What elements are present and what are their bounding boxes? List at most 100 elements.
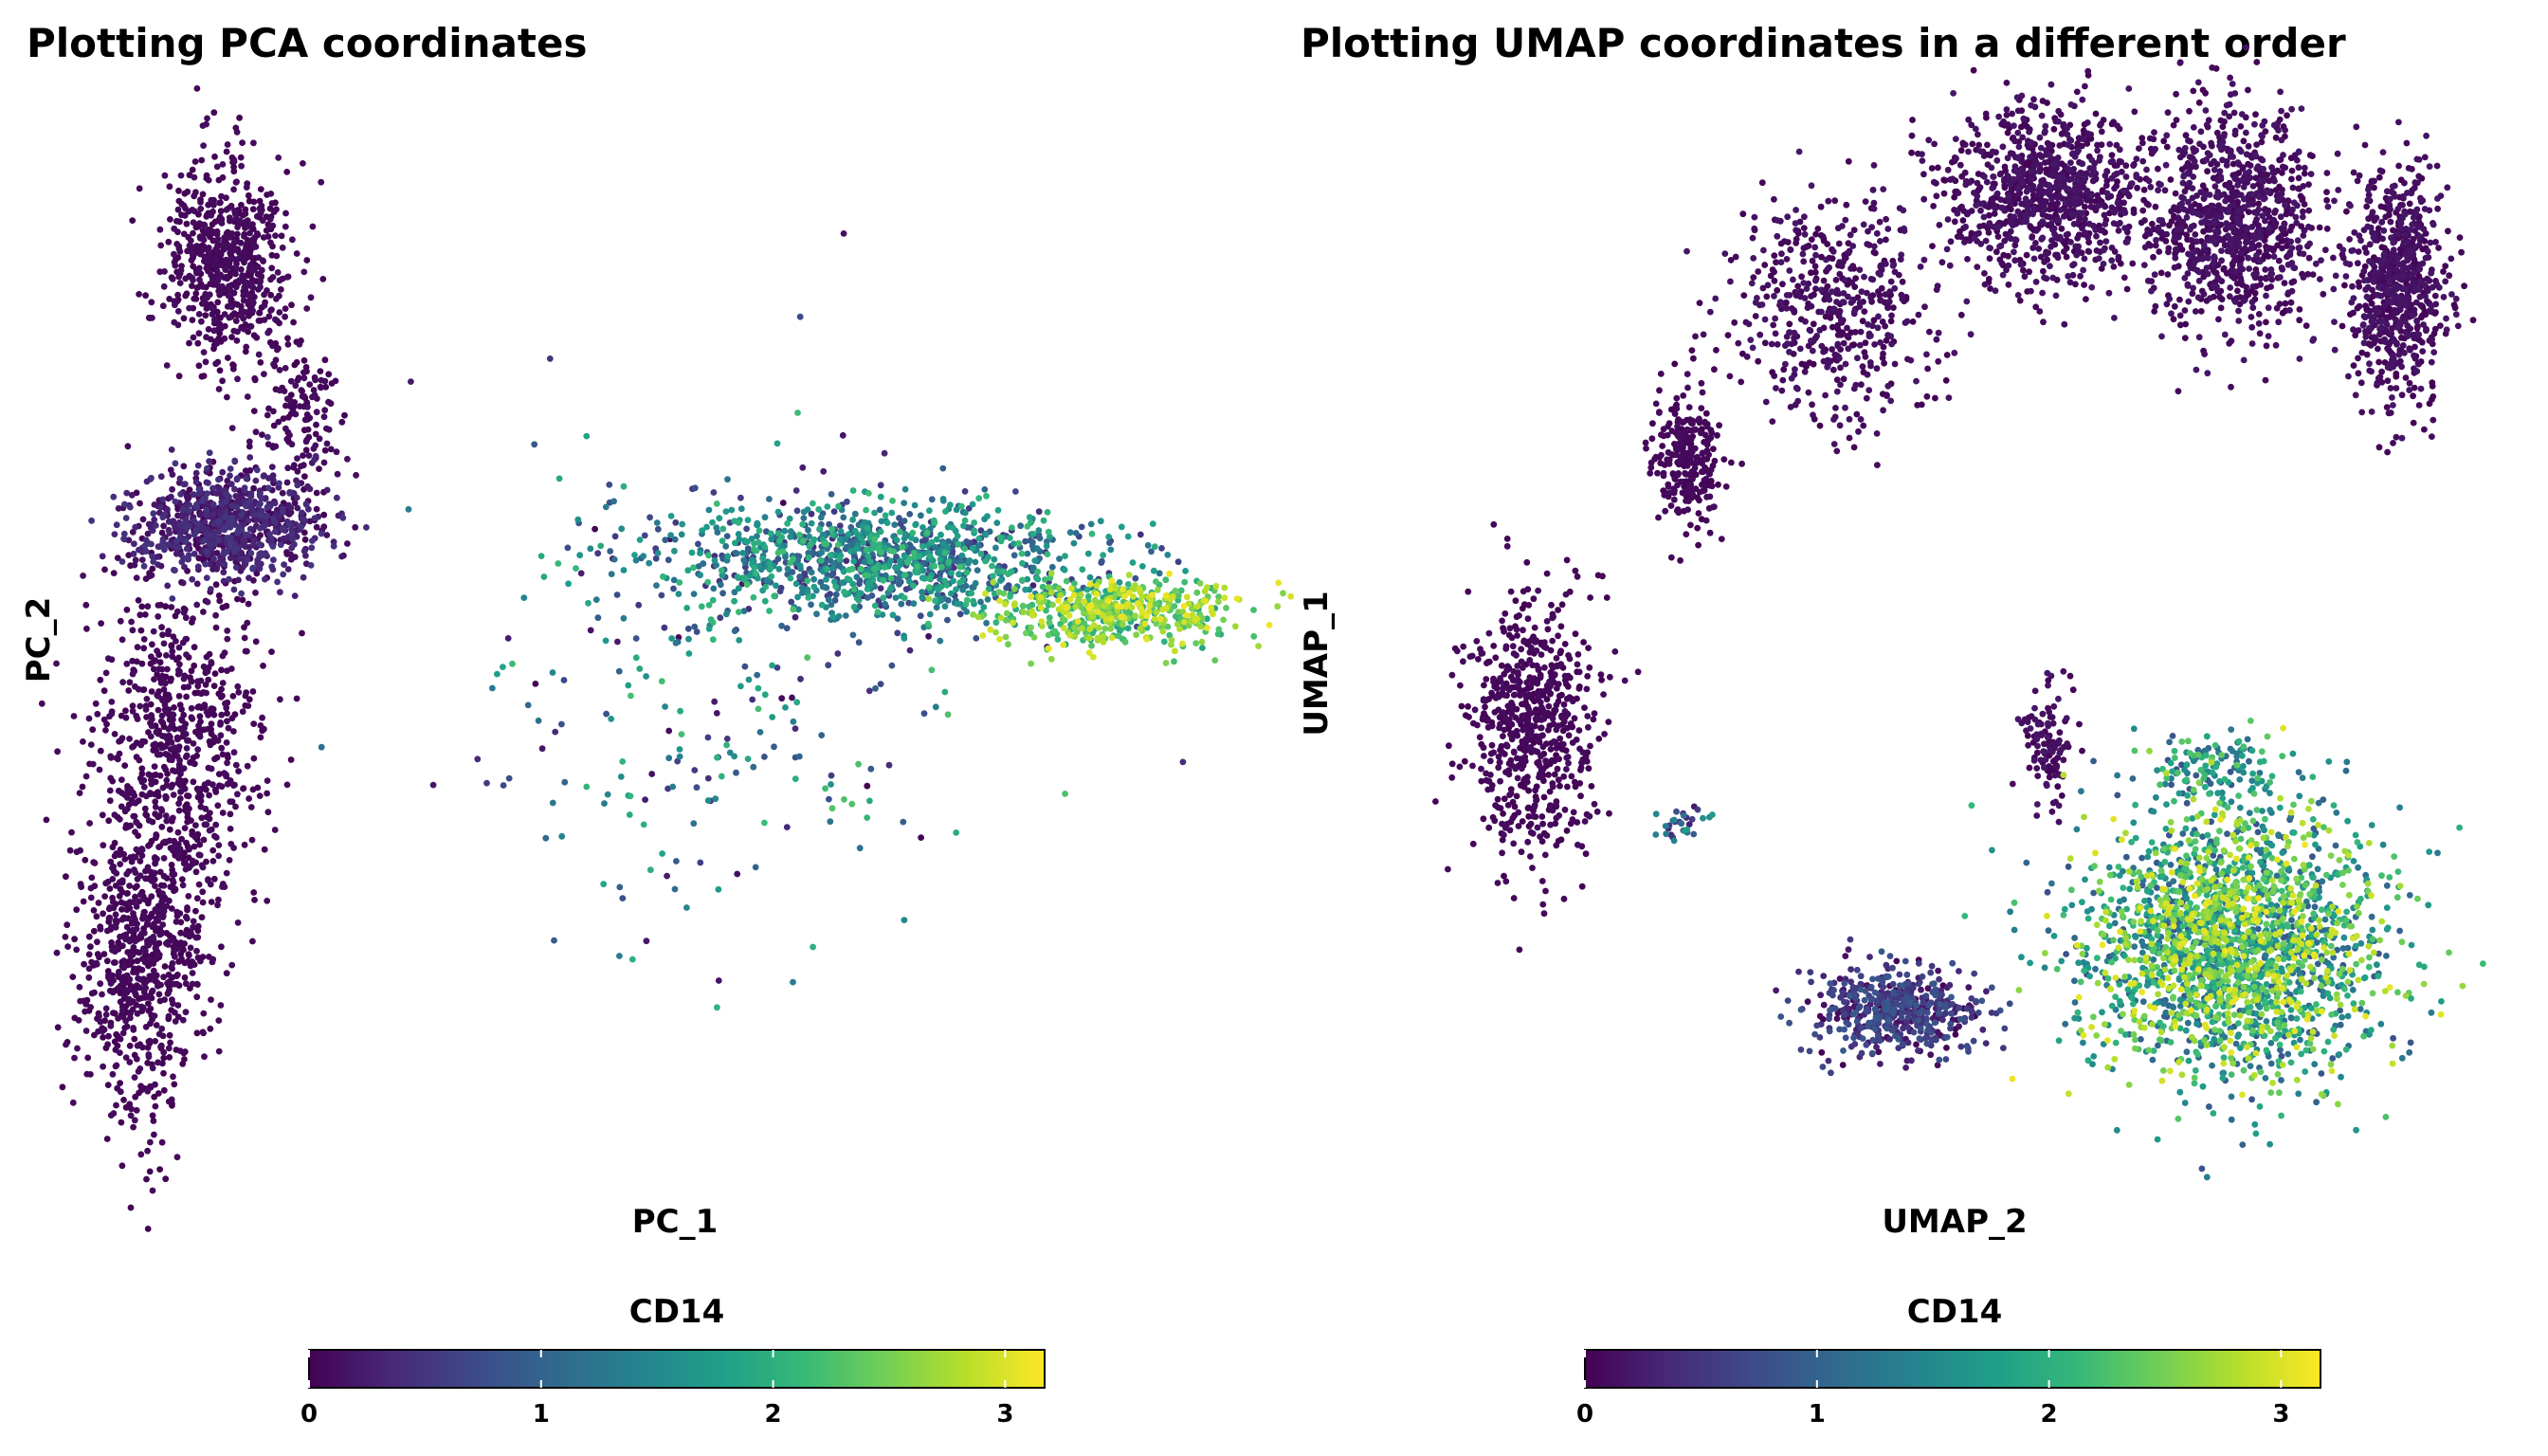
cell-point bbox=[744, 538, 751, 545]
cell-point bbox=[204, 598, 211, 606]
cell-point bbox=[619, 895, 627, 901]
cell-point bbox=[138, 660, 146, 667]
cell-point bbox=[352, 523, 359, 531]
cell-point bbox=[180, 202, 188, 209]
cell-point bbox=[792, 775, 799, 783]
cell-point bbox=[224, 710, 230, 717]
cell-point bbox=[981, 486, 989, 493]
cell-point bbox=[1649, 420, 1656, 428]
cell-point bbox=[156, 226, 164, 233]
cell-point bbox=[233, 337, 241, 344]
cell-point bbox=[585, 599, 592, 607]
cell-point bbox=[208, 211, 215, 219]
cell-point bbox=[627, 792, 634, 800]
cell-point bbox=[219, 810, 227, 816]
cell-point bbox=[941, 603, 949, 610]
cell-point bbox=[126, 899, 134, 906]
cell-point bbox=[232, 265, 240, 272]
cell-point bbox=[832, 583, 840, 590]
cell-point bbox=[901, 500, 908, 506]
cell-point bbox=[195, 362, 203, 370]
cell-point bbox=[165, 628, 173, 635]
cell-point bbox=[84, 1054, 92, 1062]
cell-point bbox=[1119, 586, 1126, 593]
cell-point bbox=[1054, 636, 1062, 643]
cell-point bbox=[290, 464, 298, 471]
cell-point bbox=[112, 911, 119, 919]
cell-point bbox=[761, 543, 769, 551]
cell-point bbox=[87, 894, 95, 901]
cell-point bbox=[160, 282, 168, 290]
cell-point bbox=[1124, 533, 1132, 540]
cell-point bbox=[1513, 792, 1520, 800]
cell-point bbox=[171, 566, 177, 573]
cell-point bbox=[1132, 574, 1139, 582]
cell-point bbox=[222, 771, 228, 778]
cell-point bbox=[310, 445, 318, 452]
cell-point bbox=[716, 515, 723, 522]
cell-point bbox=[259, 714, 265, 721]
cell-point bbox=[135, 597, 142, 604]
cell-point bbox=[207, 1025, 214, 1032]
cell-point bbox=[136, 291, 143, 298]
cell-point bbox=[210, 555, 218, 562]
cell-point bbox=[151, 516, 158, 523]
cell-point bbox=[1580, 639, 1587, 646]
cell-point bbox=[142, 706, 150, 713]
cell-point bbox=[864, 782, 871, 790]
cell-point bbox=[189, 678, 195, 685]
cell-point bbox=[755, 684, 762, 692]
cell-point bbox=[70, 713, 78, 719]
cell-point bbox=[160, 1048, 168, 1056]
cell-point bbox=[132, 937, 139, 945]
cell-point bbox=[231, 457, 239, 464]
cell-point bbox=[175, 693, 183, 700]
cell-point bbox=[2050, 125, 2058, 133]
cell-point bbox=[1079, 566, 1086, 573]
cell-point bbox=[643, 937, 650, 945]
cell-point bbox=[1810, 320, 1817, 328]
cell-point bbox=[113, 1101, 119, 1109]
cell-point bbox=[996, 597, 1003, 605]
cell-point bbox=[234, 595, 241, 603]
cell-point bbox=[937, 637, 944, 645]
cell-point bbox=[288, 441, 296, 448]
cell-point bbox=[717, 581, 724, 589]
cell-point bbox=[289, 536, 297, 542]
cell-point bbox=[169, 756, 175, 764]
cell-point bbox=[165, 1012, 173, 1020]
cell-point bbox=[625, 682, 632, 689]
cell-point bbox=[613, 592, 621, 598]
cell-point bbox=[620, 482, 628, 490]
cell-point bbox=[208, 304, 215, 311]
cell-point bbox=[132, 828, 138, 835]
cell-point bbox=[145, 817, 153, 824]
cell-point bbox=[784, 519, 791, 527]
cell-point bbox=[820, 467, 828, 475]
cell-point bbox=[168, 784, 175, 791]
cell-point bbox=[212, 256, 219, 264]
cell-point bbox=[80, 738, 86, 745]
cell-point bbox=[931, 519, 938, 526]
cell-point bbox=[276, 309, 283, 316]
cell-point bbox=[233, 503, 241, 511]
cell-point bbox=[219, 604, 227, 611]
cell-point bbox=[120, 957, 128, 964]
cell-point bbox=[94, 951, 101, 957]
cell-point bbox=[190, 219, 197, 227]
cell-point bbox=[148, 837, 155, 845]
cell-point bbox=[610, 498, 617, 505]
cell-point bbox=[219, 652, 227, 660]
cell-point bbox=[799, 464, 807, 471]
cell-point bbox=[863, 546, 870, 554]
cell-point bbox=[112, 1063, 119, 1070]
cell-point bbox=[192, 934, 200, 941]
cell-point bbox=[227, 465, 234, 472]
cell-point bbox=[234, 475, 241, 482]
cell-point bbox=[761, 819, 768, 827]
cell-point bbox=[885, 761, 893, 769]
cell-point bbox=[971, 527, 977, 535]
cell-point bbox=[2167, 176, 2175, 183]
cell-point bbox=[99, 811, 106, 819]
cell-point bbox=[277, 541, 284, 549]
